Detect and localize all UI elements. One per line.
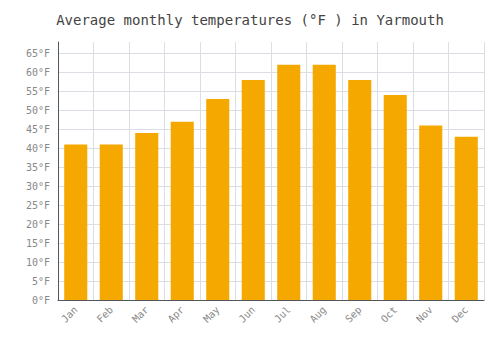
svg-text:35°F: 35°F bbox=[26, 162, 50, 173]
svg-text:55°F: 55°F bbox=[26, 86, 50, 97]
svg-text:Dec: Dec bbox=[450, 304, 471, 325]
svg-text:30°F: 30°F bbox=[26, 181, 50, 192]
svg-text:Jun: Jun bbox=[237, 304, 258, 325]
svg-text:0°F: 0°F bbox=[32, 295, 50, 306]
svg-text:15°F: 15°F bbox=[26, 238, 50, 249]
svg-text:50°F: 50°F bbox=[26, 105, 50, 116]
svg-text:40°F: 40°F bbox=[26, 143, 50, 154]
svg-text:Oct: Oct bbox=[379, 304, 400, 325]
svg-text:65°F: 65°F bbox=[26, 48, 50, 59]
svg-text:5°F: 5°F bbox=[32, 276, 50, 287]
svg-text:May: May bbox=[201, 304, 222, 325]
svg-text:45°F: 45°F bbox=[26, 124, 50, 135]
svg-text:Jul: Jul bbox=[272, 304, 293, 325]
svg-text:Aug: Aug bbox=[308, 304, 329, 325]
svg-text:Jan: Jan bbox=[59, 304, 80, 325]
svg-text:20°F: 20°F bbox=[26, 219, 50, 230]
svg-text:Average monthly temperatures (: Average monthly temperatures (°F ) in Ya… bbox=[56, 12, 444, 28]
svg-text:10°F: 10°F bbox=[26, 257, 50, 268]
svg-text:60°F: 60°F bbox=[26, 67, 50, 78]
svg-text:25°F: 25°F bbox=[26, 200, 50, 211]
svg-text:Feb: Feb bbox=[95, 304, 116, 325]
svg-text:Apr: Apr bbox=[166, 304, 187, 325]
svg-text:Mar: Mar bbox=[130, 304, 151, 325]
svg-text:Nov: Nov bbox=[414, 304, 435, 325]
svg-text:Sep: Sep bbox=[343, 304, 364, 325]
